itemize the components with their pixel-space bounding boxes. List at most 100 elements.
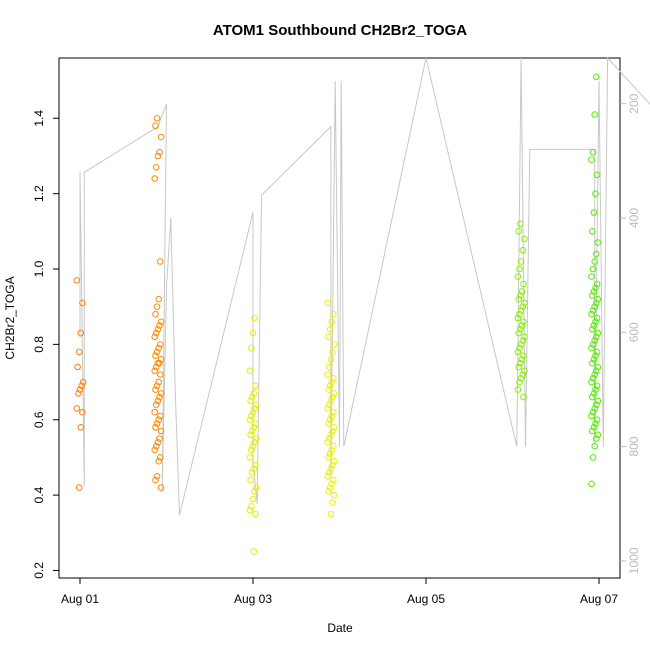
data-point bbox=[593, 382, 601, 390]
data-point bbox=[246, 367, 254, 375]
data-point bbox=[591, 111, 599, 118]
data-point bbox=[152, 476, 159, 484]
x-tick-label: Aug 05 bbox=[407, 592, 445, 606]
data-point bbox=[329, 427, 336, 435]
data-point bbox=[156, 322, 163, 329]
data-point bbox=[248, 503, 255, 510]
data-point bbox=[252, 435, 260, 442]
data-point bbox=[592, 318, 599, 326]
data-point bbox=[77, 424, 85, 431]
data-point bbox=[589, 307, 597, 314]
data-point bbox=[249, 329, 257, 337]
data-point bbox=[324, 405, 332, 412]
data-point bbox=[326, 484, 334, 491]
data-point bbox=[593, 299, 600, 307]
data-point bbox=[330, 491, 338, 499]
data-point bbox=[593, 314, 601, 322]
data-point bbox=[246, 506, 254, 514]
data-point bbox=[250, 390, 258, 397]
data-point bbox=[329, 348, 336, 356]
data-point bbox=[153, 363, 160, 371]
data-point bbox=[325, 420, 332, 427]
data-point bbox=[77, 329, 85, 337]
data-point bbox=[521, 299, 528, 307]
data-point bbox=[330, 390, 338, 397]
data-point bbox=[152, 122, 159, 130]
data-point bbox=[74, 363, 81, 371]
data-point bbox=[520, 318, 527, 326]
data-point bbox=[79, 299, 86, 307]
data-point bbox=[249, 408, 257, 416]
data-point bbox=[517, 258, 525, 265]
data-point bbox=[590, 356, 598, 363]
data-point bbox=[73, 405, 81, 412]
data-point bbox=[153, 115, 161, 122]
data-point bbox=[251, 405, 258, 412]
data-point bbox=[156, 393, 163, 401]
data-point bbox=[326, 401, 333, 409]
data-point bbox=[589, 408, 597, 416]
data-point bbox=[151, 175, 158, 182]
data-point bbox=[157, 484, 165, 491]
data-point bbox=[152, 386, 159, 393]
data-point bbox=[593, 73, 600, 81]
data-point bbox=[588, 412, 595, 420]
data-point bbox=[330, 341, 338, 348]
data-point bbox=[328, 480, 336, 488]
data-point bbox=[153, 401, 160, 409]
data-point bbox=[593, 435, 600, 442]
axes-layer: 0.2 0.4 0.6 0.8 1.0 1.2 1.4 Aug 01 Aug 03 Aug 05 A… bbox=[32, 93, 641, 606]
data-point bbox=[516, 310, 523, 318]
data-point bbox=[329, 461, 336, 469]
data-point bbox=[326, 363, 333, 371]
data-point bbox=[157, 318, 165, 326]
data-point bbox=[330, 424, 338, 431]
data-point bbox=[326, 382, 334, 390]
data-point bbox=[514, 386, 522, 393]
data-point bbox=[517, 341, 525, 348]
data-point bbox=[157, 341, 164, 348]
data-point bbox=[154, 152, 162, 160]
y-axis-label: CH2Br2_TOGA bbox=[3, 276, 17, 359]
data-point bbox=[252, 420, 259, 427]
data-point bbox=[517, 326, 524, 333]
data-point bbox=[248, 344, 255, 352]
data-point bbox=[152, 352, 159, 360]
data-point bbox=[588, 344, 595, 352]
data-point bbox=[153, 348, 161, 356]
data-point bbox=[156, 148, 163, 156]
data-point bbox=[514, 273, 522, 280]
data-point bbox=[328, 412, 336, 420]
data-point bbox=[594, 329, 602, 337]
data-point bbox=[252, 484, 260, 491]
data-point bbox=[592, 284, 599, 292]
data-point bbox=[78, 382, 85, 390]
data-point bbox=[519, 246, 527, 254]
data-point bbox=[589, 228, 596, 235]
data-point bbox=[247, 431, 254, 439]
data-point bbox=[76, 386, 84, 393]
data-point bbox=[594, 295, 602, 303]
data-point bbox=[157, 412, 164, 420]
x-tick-label: Aug 01 bbox=[61, 592, 99, 606]
data-point bbox=[590, 390, 598, 397]
data-point bbox=[155, 344, 162, 352]
data-point bbox=[152, 310, 159, 318]
data-point bbox=[252, 510, 259, 518]
data-point bbox=[155, 378, 162, 386]
data-point bbox=[324, 299, 332, 307]
data-point bbox=[157, 133, 165, 141]
data-point bbox=[330, 375, 337, 382]
data-point bbox=[330, 457, 338, 465]
y-tick-label: 0.6 bbox=[32, 411, 46, 428]
data-point bbox=[252, 401, 260, 409]
data-point bbox=[589, 427, 596, 435]
data-point bbox=[328, 378, 336, 386]
data-point bbox=[157, 371, 164, 378]
data-point bbox=[515, 295, 523, 303]
data-point bbox=[521, 367, 528, 375]
data-point bbox=[592, 386, 599, 393]
data-point bbox=[328, 318, 336, 326]
data-points-layer bbox=[73, 73, 602, 555]
